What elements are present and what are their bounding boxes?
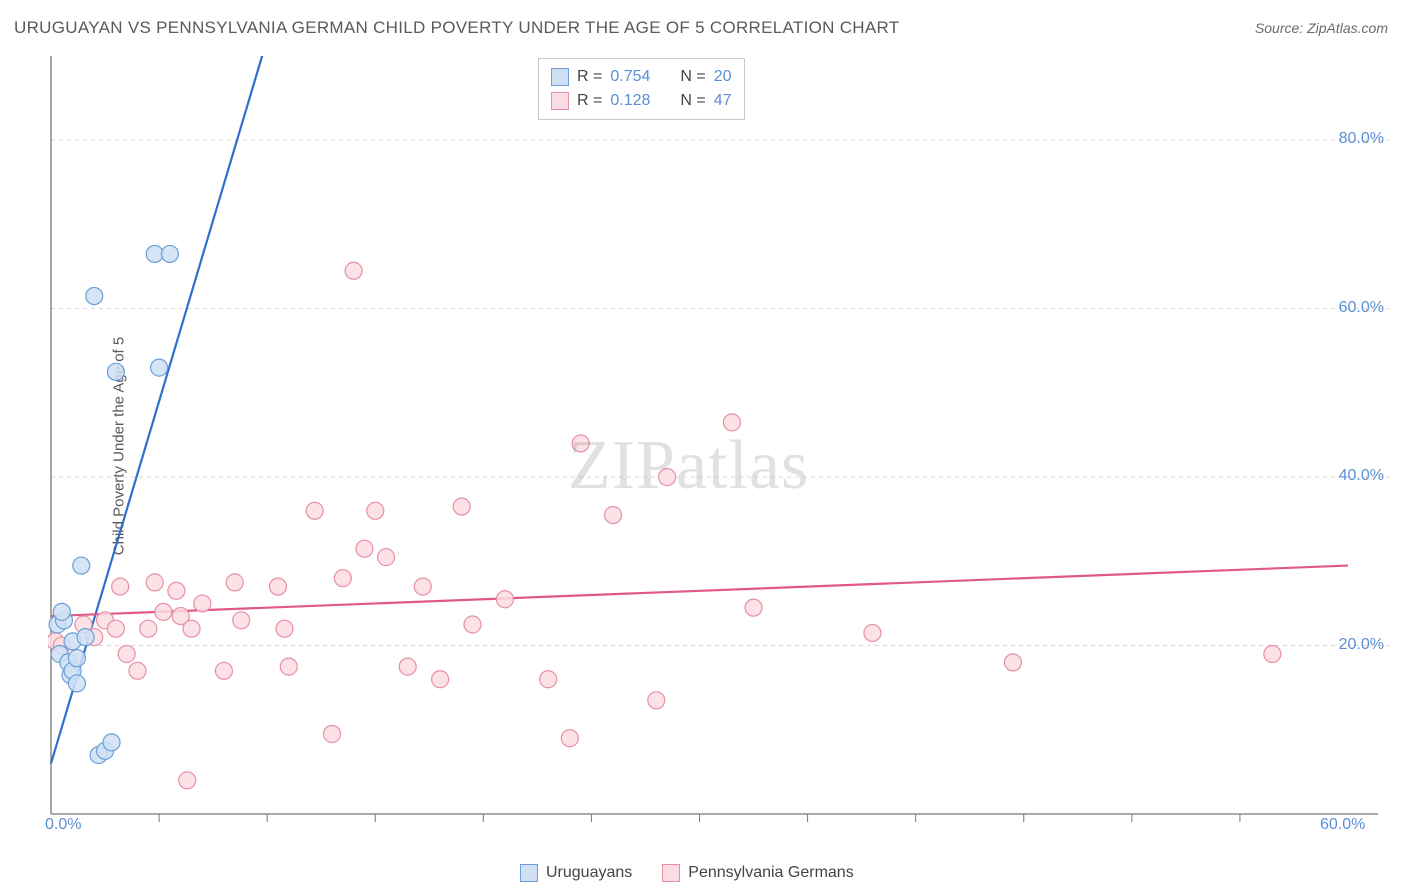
swatch-icon: [551, 68, 569, 86]
stats-row: R = 0.128 N = 47: [551, 89, 732, 113]
stats-box: R = 0.754 N = 20 R = 0.128 N = 47: [538, 58, 745, 120]
x-tick-label: 0.0%: [45, 816, 81, 834]
r-label: R =: [577, 92, 602, 110]
swatch-icon: [551, 92, 569, 110]
r-value: 0.128: [610, 92, 650, 110]
legend-item: Pennsylvania Germans: [662, 864, 853, 882]
y-tick-label: 40.0%: [1339, 467, 1384, 485]
y-tick-label: 80.0%: [1339, 130, 1384, 148]
r-value: 0.754: [610, 68, 650, 86]
plot-area: ZIPatlas R = 0.754 N = 20 R = 0.128 N = …: [48, 56, 1390, 826]
n-label: N =: [680, 68, 705, 86]
legend-label: Uruguayans: [546, 864, 632, 882]
source-attribution: Source: ZipAtlas.com: [1255, 20, 1388, 36]
n-value: 47: [714, 92, 732, 110]
swatch-icon: [520, 864, 538, 882]
y-tick-label: 20.0%: [1339, 636, 1384, 654]
scatter-chart: [48, 56, 1390, 826]
legend-item: Uruguayans: [520, 864, 632, 882]
x-tick-label: 60.0%: [1320, 816, 1365, 834]
legend-label: Pennsylvania Germans: [688, 864, 853, 882]
stats-row: R = 0.754 N = 20: [551, 65, 732, 89]
y-tick-label: 60.0%: [1339, 299, 1384, 317]
r-label: R =: [577, 68, 602, 86]
swatch-icon: [662, 864, 680, 882]
chart-title: URUGUAYAN VS PENNSYLVANIA GERMAN CHILD P…: [14, 18, 899, 38]
n-label: N =: [680, 92, 705, 110]
legend: Uruguayans Pennsylvania Germans: [520, 864, 854, 882]
n-value: 20: [714, 68, 732, 86]
